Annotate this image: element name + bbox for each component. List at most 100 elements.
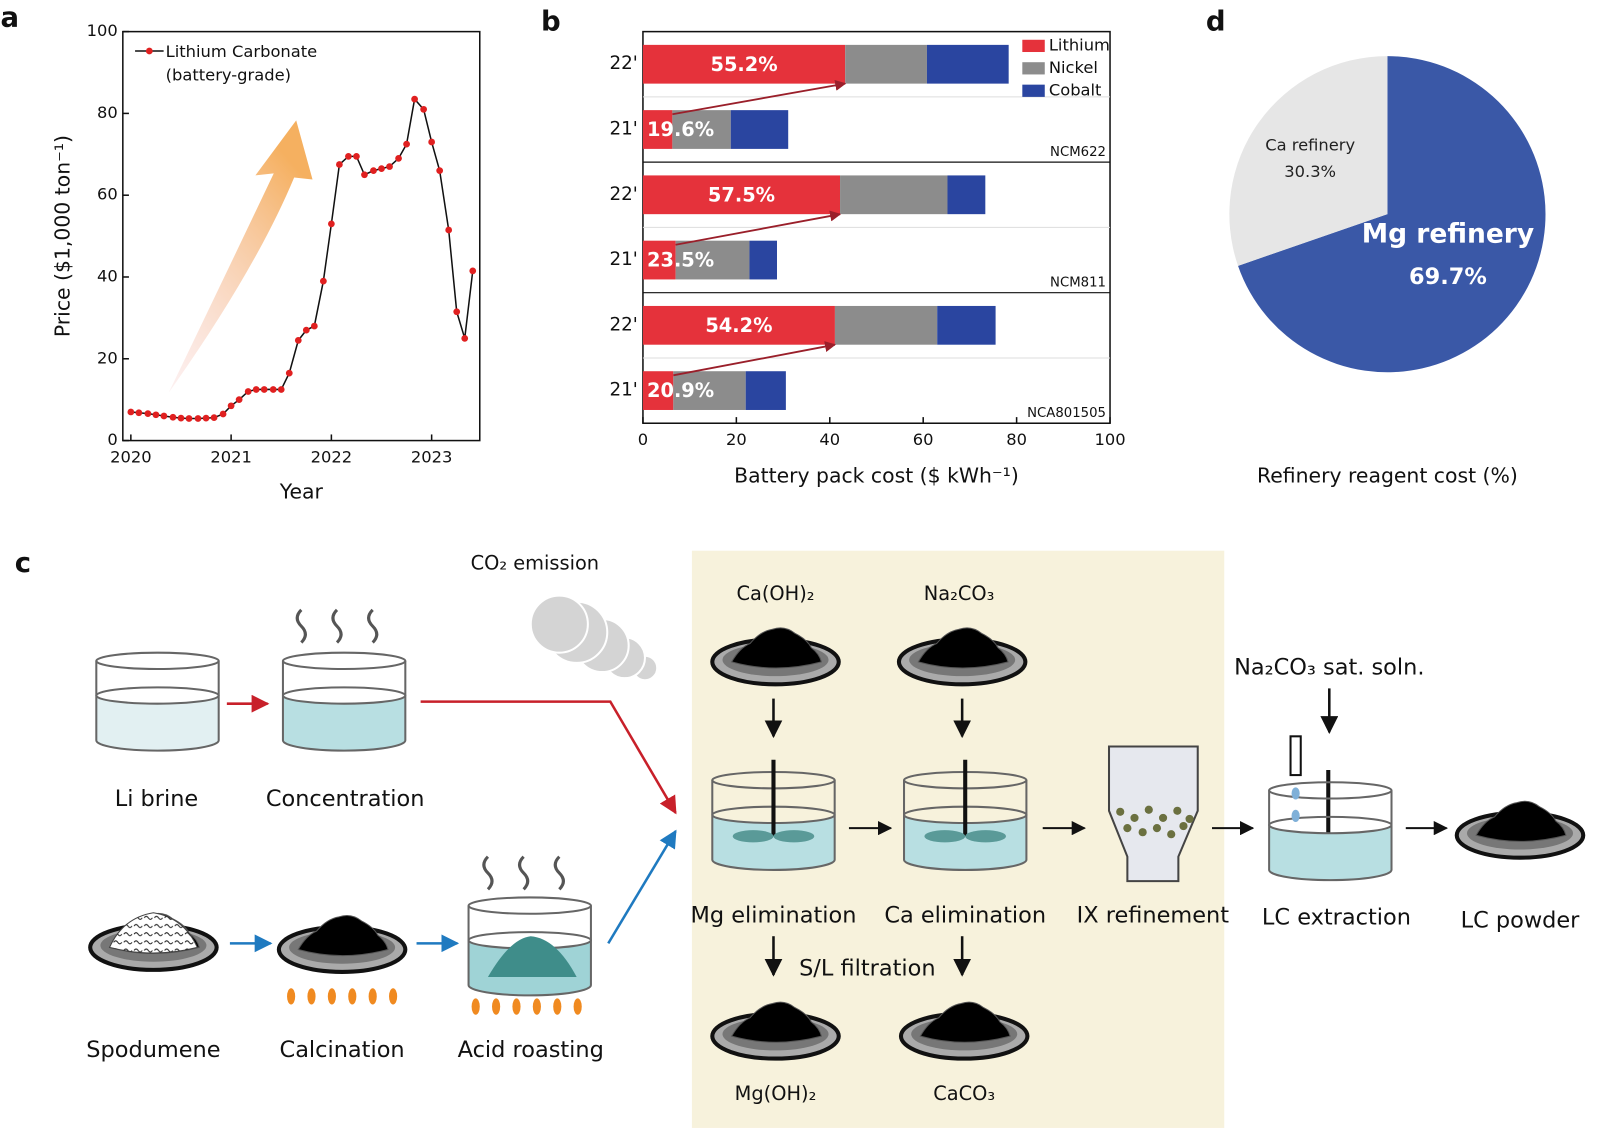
point [194,415,202,422]
plate [279,915,405,971]
bar-segment [672,110,731,149]
point [370,167,377,175]
bar-segment [845,44,927,84]
bar-segment [642,175,841,215]
legend-swatch [1022,39,1045,53]
x-tick-label: 80 [1006,430,1027,449]
point [428,138,436,146]
point [436,167,444,175]
steam [482,855,565,891]
x-tick-label: 2021 [210,447,251,466]
legend-label: Cobalt [1049,80,1102,99]
point [285,369,293,377]
beaker [95,651,220,752]
point [219,410,227,418]
y-tick-label: 80 [97,103,118,122]
pipette [1289,735,1302,777]
arrow [607,829,677,945]
slice-label: Mg refinery [1362,218,1534,249]
point [386,163,393,170]
legend-label: Lithium [1049,35,1110,54]
arrow [420,700,677,815]
y-axis-label: Price ($1,000 ton⁻¹) [51,135,75,337]
product-label: CaCO₃ [933,1082,995,1105]
point [361,171,368,179]
resin-beads [1116,805,1194,839]
panel-label: d [1206,5,1226,37]
bar-segment [642,44,846,84]
y-tick-label: 21' [609,119,637,140]
x-axis-label: Battery pack cost ($ kWh⁻¹) [734,463,1019,487]
x-tick-label: 20 [726,430,747,449]
point [252,386,260,393]
point [160,412,168,420]
point [453,308,461,316]
flames [287,988,582,1015]
node-label: LC powder [1461,907,1581,933]
ore-heap [487,936,577,978]
point [469,267,477,275]
bar-segment [642,305,835,345]
slice-value: 30.3% [1284,162,1336,181]
step-label: S/L filtration [799,955,935,981]
reagent-label: Ca(OH)₂ [737,582,815,605]
y-tick-label: 22' [609,184,637,205]
node-label: Spodumene [86,1037,220,1063]
reagent-label: Na₂CO₃ sat. soln. [1234,654,1424,680]
point [319,277,327,285]
point [461,334,469,342]
y-tick-label: 100 [87,21,118,40]
share-label: 23.5% [647,249,714,272]
steam [295,608,379,644]
point [202,414,210,422]
point [127,408,135,416]
x-tick-label: 40 [819,430,840,449]
co2-label: CO₂ emission [471,551,599,574]
panel-label: a [0,1,19,33]
bar-segment [642,240,676,280]
y-tick-label: 22' [609,53,637,74]
legend-marker [145,47,153,55]
node-label: Ca elimination [884,902,1046,928]
group-label: NCA801505 [1027,406,1106,421]
point [210,414,218,422]
co2-cloud [529,594,659,682]
share-label: 54.2% [705,314,772,337]
legend-label: Lithium Carbonate (battery-grade) [165,41,318,85]
share-label: 55.2% [710,53,777,76]
plate [1457,801,1583,857]
pie-slice [1229,56,1388,266]
point [445,226,453,234]
point [269,386,277,393]
node-label: Concentration [266,786,425,812]
beaker [281,651,407,752]
plot-frame [122,30,481,442]
bar-segment [730,110,789,149]
y-tick-label: 22' [609,314,637,335]
point [310,322,318,330]
legend-label: Nickel [1049,58,1098,77]
bar-segment [947,175,986,215]
increase-arrow [675,210,842,246]
x-tick-label: 2020 [110,447,151,466]
slice-label: Ca refinery [1265,135,1355,154]
point [144,410,152,417]
x-tick-label: 0 [638,430,648,449]
increase-arrow [673,341,836,377]
point [152,411,160,419]
share-label: 20.9% [647,379,714,402]
y-tick-label: 21' [609,249,637,270]
panel-label: b [541,5,561,37]
x-tick-label: 100 [1094,430,1125,449]
point [260,386,268,393]
product-label: Mg(OH)₂ [735,1082,817,1105]
point [277,386,285,393]
y-tick-label: 60 [97,185,118,204]
node-label: LC extraction [1262,904,1411,930]
bar-segment [834,305,938,345]
node-label: Acid roasting [458,1037,604,1063]
pie-slice [1238,56,1546,373]
ix-column [1107,745,1199,883]
point [177,414,185,422]
point [328,220,335,228]
